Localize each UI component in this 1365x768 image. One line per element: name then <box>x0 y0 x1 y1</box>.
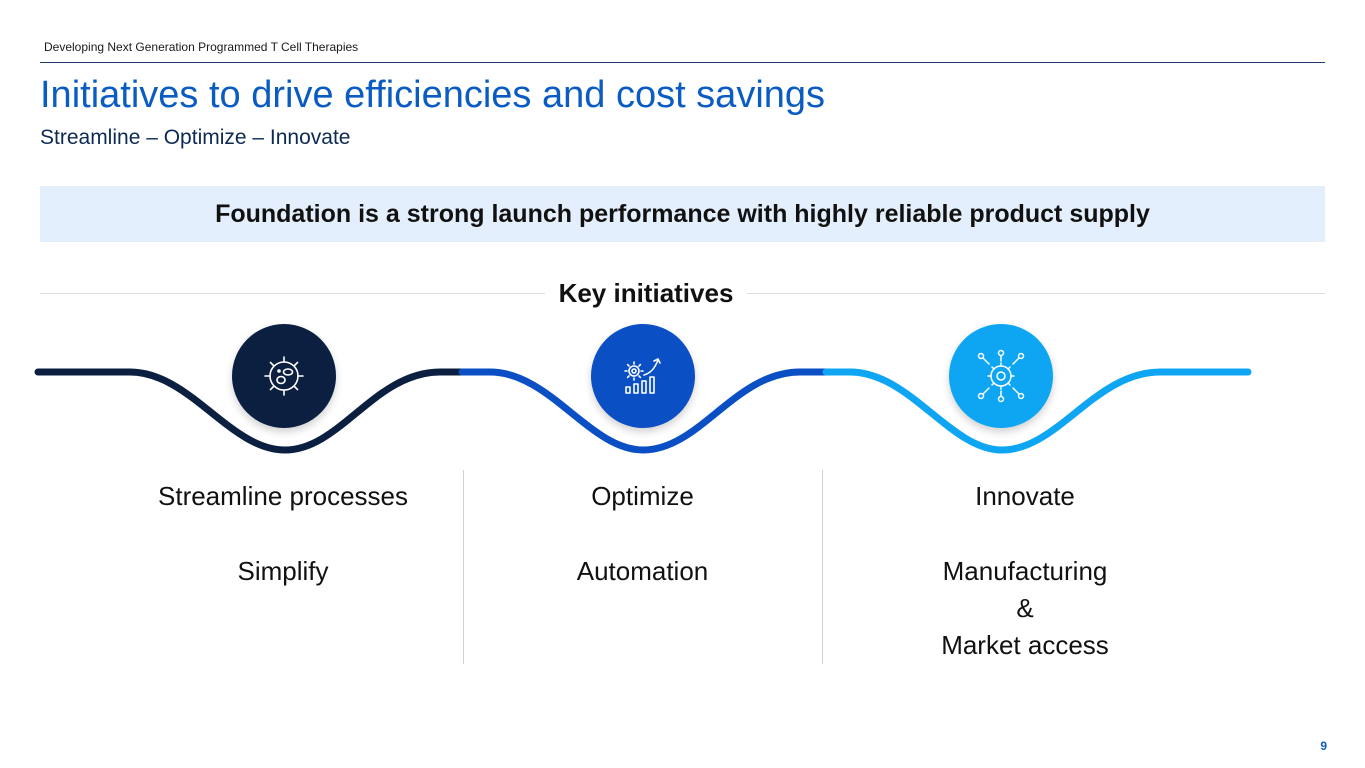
page-subtitle: Streamline – Optimize – Innovate <box>40 126 351 149</box>
foundation-banner: Foundation is a strong launch performanc… <box>40 186 1325 242</box>
initiative-column-innovate: Innovate Manufacturing & Market access <box>822 478 1228 664</box>
wave-segment-navy <box>34 368 466 454</box>
initiative-heading: Streamline processes <box>158 481 408 511</box>
initiative-item: Automation <box>576 556 709 586</box>
cell-icon <box>264 356 304 396</box>
initiative-column-streamline: Streamline processes Simplify <box>103 478 463 590</box>
innovate-circle <box>949 324 1053 428</box>
document-header: Developing Next Generation Programmed T … <box>44 40 359 54</box>
gear-growth-chart-icon <box>624 358 661 394</box>
streamline-circle <box>232 324 336 428</box>
initiative-heading: Optimize <box>591 481 694 511</box>
optimize-circle <box>591 324 695 428</box>
initiative-item: Manufacturing <box>942 556 1108 586</box>
section-heading: Key initiatives <box>0 278 1292 309</box>
page-number: 9 <box>1320 739 1327 753</box>
column-divider <box>822 470 823 664</box>
initiative-column-optimize: Optimize Automation <box>463 478 822 590</box>
wave-segment-light-blue <box>822 368 1252 454</box>
header-divider <box>40 62 1325 63</box>
initiative-item: Simplify <box>237 556 329 586</box>
banner-text: Foundation is a strong launch performanc… <box>215 199 1150 228</box>
section-title: Key initiatives <box>544 278 748 308</box>
initiative-item: Market access <box>941 630 1109 660</box>
column-divider <box>463 470 464 664</box>
page-title: Initiatives to drive efficiencies and co… <box>40 74 826 116</box>
initiative-heading: Innovate <box>975 481 1075 511</box>
gear-network-icon <box>977 349 1025 403</box>
wave-segment-blue <box>458 368 830 454</box>
initiative-item: & <box>1016 593 1034 623</box>
